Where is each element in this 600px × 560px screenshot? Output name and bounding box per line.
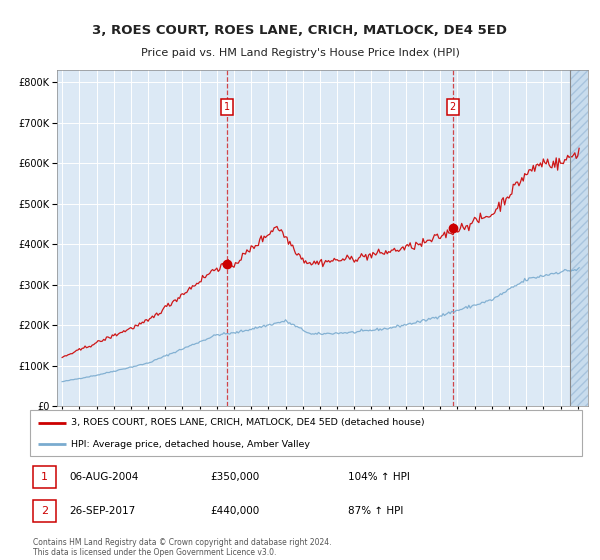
Text: Contains HM Land Registry data © Crown copyright and database right 2024.
This d: Contains HM Land Registry data © Crown c…: [33, 538, 331, 557]
Text: 26-SEP-2017: 26-SEP-2017: [69, 506, 135, 516]
Text: HPI: Average price, detached house, Amber Valley: HPI: Average price, detached house, Ambe…: [71, 440, 310, 449]
Text: 2: 2: [449, 102, 456, 112]
Text: £350,000: £350,000: [210, 472, 259, 482]
Text: 104% ↑ HPI: 104% ↑ HPI: [348, 472, 410, 482]
FancyBboxPatch shape: [30, 410, 582, 456]
Text: £440,000: £440,000: [210, 506, 259, 516]
Bar: [571, 70, 588, 406]
Text: 3, ROES COURT, ROES LANE, CRICH, MATLOCK, DE4 5ED: 3, ROES COURT, ROES LANE, CRICH, MATLOCK…: [92, 24, 508, 38]
Text: 3, ROES COURT, ROES LANE, CRICH, MATLOCK, DE4 5ED (detached house): 3, ROES COURT, ROES LANE, CRICH, MATLOCK…: [71, 418, 425, 427]
Text: 87% ↑ HPI: 87% ↑ HPI: [348, 506, 403, 516]
Text: Price paid vs. HM Land Registry's House Price Index (HPI): Price paid vs. HM Land Registry's House …: [140, 48, 460, 58]
Text: 06-AUG-2004: 06-AUG-2004: [69, 472, 139, 482]
Text: 1: 1: [41, 472, 48, 482]
Text: 2: 2: [41, 506, 48, 516]
Text: 1: 1: [224, 102, 230, 112]
